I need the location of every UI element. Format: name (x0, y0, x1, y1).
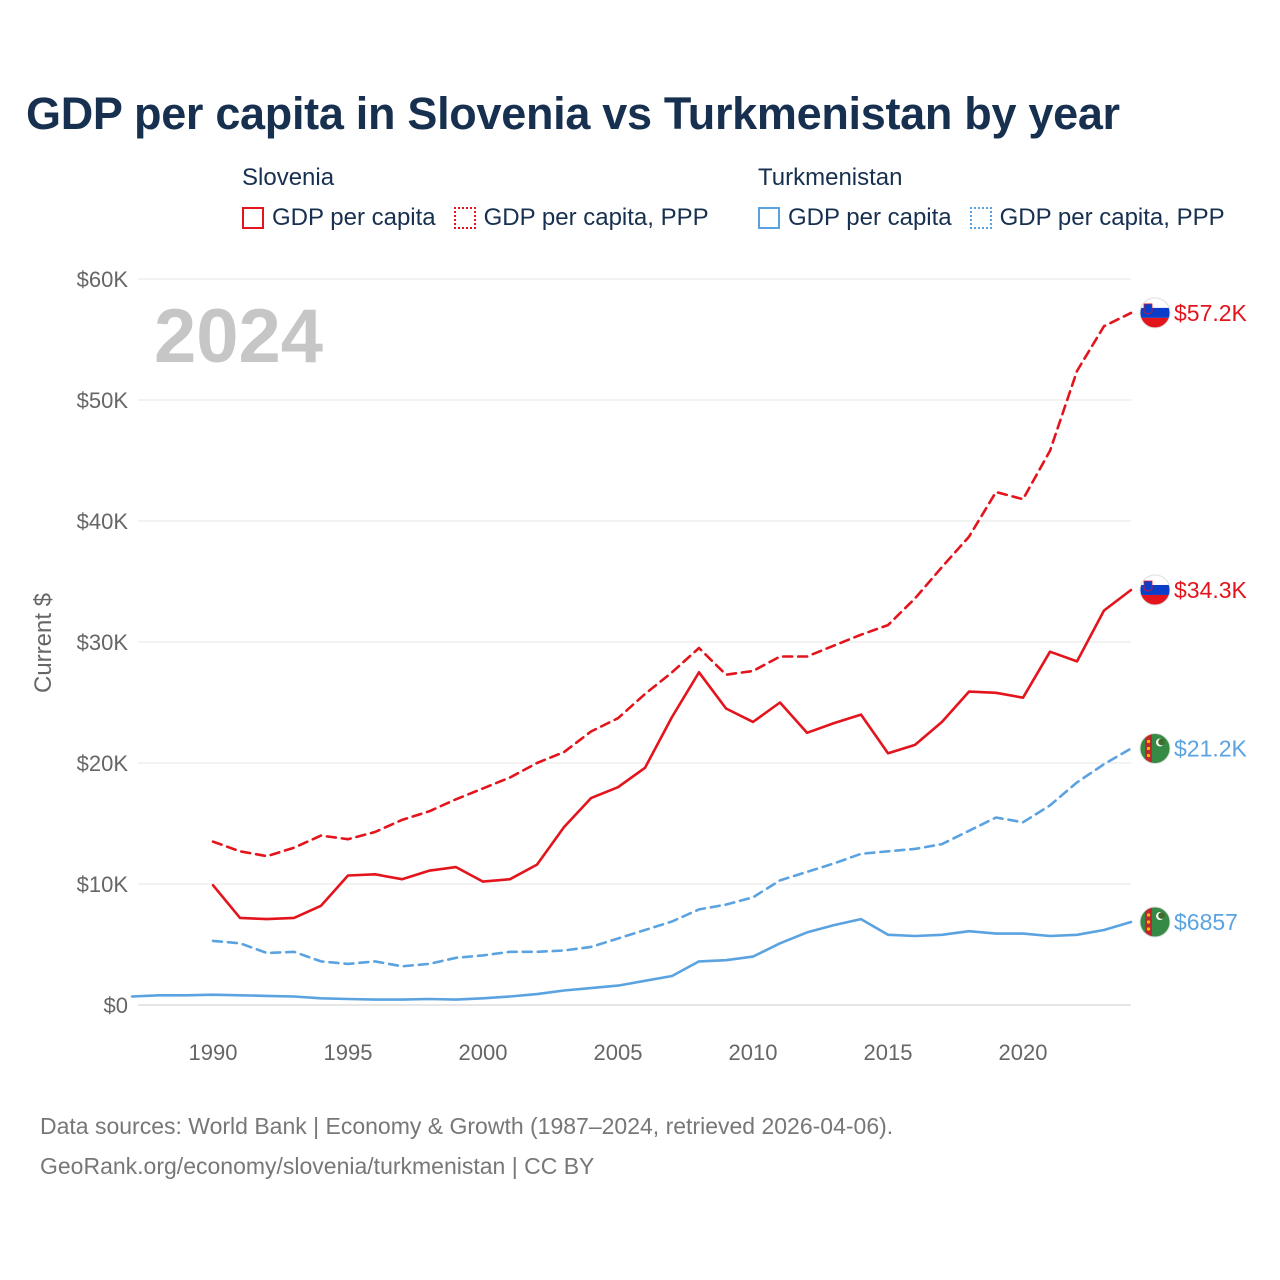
legend-label: GDP per capita, PPP (483, 204, 709, 231)
turkmenistan-flag-icon (1139, 906, 1171, 938)
y-axis-label: Current $ (30, 593, 57, 693)
legend-label: GDP per capita, PPP (999, 204, 1225, 231)
data-source-text: Data sources: World Bank | Economy & Gro… (40, 1113, 894, 1139)
y-tick-label: $50K (77, 388, 129, 413)
source-link[interactable]: GeoRank.org/economy/slovenia/turkmenista… (40, 1153, 595, 1179)
legend-swatch-solid (758, 207, 780, 229)
x-tick-label: 2020 (999, 1040, 1048, 1065)
legend-swatch-dotted (969, 207, 992, 229)
legend-group-slovenia: Slovenia GDP per capita GDP per capita, … (242, 164, 709, 232)
series-line-slovenia-gdp-per-capita-ppp[interactable] (211, 311, 1133, 858)
y-tick-label: $20K (77, 751, 129, 776)
turkmenistan-flag-icon (1139, 732, 1171, 764)
end-value-label: $34.3K (1174, 577, 1248, 603)
series-line-slovenia-gdp-per-capita[interactable] (211, 588, 1133, 921)
series-layer (130, 311, 1133, 1001)
y-tick-label: $40K (77, 509, 129, 534)
end-label-layer: $57.2K $34.3K $21.2K $6857 (1139, 297, 1248, 938)
y-tick-label: $30K (77, 630, 129, 655)
y-tick-label: $60K (77, 267, 129, 292)
end-value-label: $57.2K (1174, 300, 1248, 326)
slovenia-flag-icon (1139, 574, 1171, 606)
x-tick-label: 2015 (864, 1040, 913, 1065)
x-tick-label: 1990 (189, 1040, 238, 1065)
x-tick-label: 2005 (594, 1040, 643, 1065)
year-watermark: 2024 (154, 294, 323, 379)
x-tick-label: 2010 (729, 1040, 778, 1065)
legend-group-turkmenistan: Turkmenistan GDP per capita GDP per capi… (758, 164, 1225, 232)
legend-country-slovenia: Slovenia (242, 164, 335, 191)
chart-title: GDP per capita in Slovenia vs Turkmenist… (26, 88, 1120, 139)
end-value-label: $6857 (1174, 909, 1238, 935)
legend-item-turkmenistan-gdp-ppp[interactable]: GDP per capita, PPP (969, 204, 1225, 232)
x-tick-label: 1995 (324, 1040, 373, 1065)
legend-item-slovenia-gdp[interactable]: GDP per capita (242, 204, 436, 232)
line-chart: $0 $10K $20K $30K $40K $50K $60K 1990 1995 2000 20… (30, 267, 1248, 1065)
y-tick-label: $10K (77, 872, 129, 897)
footer: Data sources: World Bank | Economy & Gro… (40, 1106, 893, 1186)
series-line-turkmenistan-gdp-per-capita[interactable] (130, 917, 1133, 1001)
legend-item-slovenia-gdp-ppp[interactable]: GDP per capita, PPP (453, 204, 709, 232)
legend-country-turkmenistan: Turkmenistan (758, 164, 903, 191)
legend-swatch-dotted (453, 207, 476, 229)
slovenia-flag-icon (1139, 297, 1171, 329)
legend-item-turkmenistan-gdp[interactable]: GDP per capita (758, 204, 952, 232)
x-tick-label: 2000 (459, 1040, 508, 1065)
grid-layer: $0 $10K $20K $30K $40K $50K $60K 1990 1995 2000 20… (77, 267, 1131, 1065)
y-tick-label: $0 (104, 993, 128, 1018)
legend-label: GDP per capita (272, 204, 436, 231)
legend-label: GDP per capita (788, 204, 952, 231)
series-line-turkmenistan-gdp-per-capita-ppp[interactable] (211, 747, 1133, 968)
legend-swatch-solid (242, 207, 264, 229)
end-value-label: $21.2K (1174, 735, 1248, 761)
